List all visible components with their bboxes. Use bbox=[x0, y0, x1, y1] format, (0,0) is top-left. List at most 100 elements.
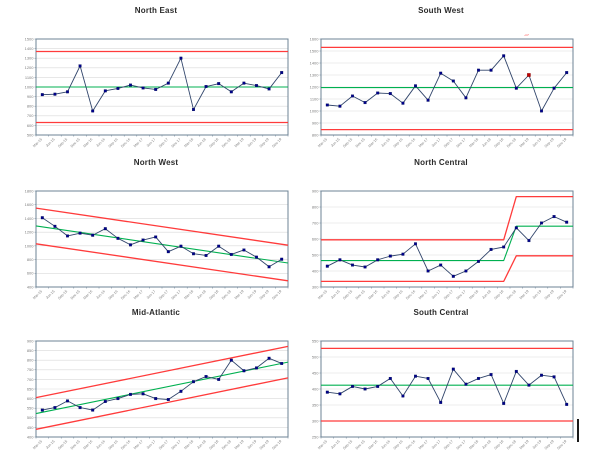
svg-text:Sep-17: Sep-17 bbox=[158, 137, 169, 148]
svg-text:Dec-15: Dec-15 bbox=[70, 439, 81, 450]
svg-text:Sep-18: Sep-18 bbox=[208, 439, 219, 450]
svg-text:1400: 1400 bbox=[25, 216, 35, 221]
svg-text:500: 500 bbox=[312, 252, 319, 257]
svg-text:Mar-19: Mar-19 bbox=[234, 439, 245, 450]
svg-text:Jun-15: Jun-15 bbox=[45, 439, 56, 450]
svg-text:600: 600 bbox=[27, 396, 34, 401]
chart-title: North West bbox=[133, 158, 179, 167]
svg-text:Jun-16: Jun-16 bbox=[380, 289, 391, 300]
svg-text:Dec-19: Dec-19 bbox=[556, 439, 567, 450]
svg-text:Mar-15: Mar-15 bbox=[32, 289, 43, 300]
chart-title: North Central bbox=[414, 158, 468, 167]
svg-text:Jun-19: Jun-19 bbox=[532, 137, 543, 148]
svg-text:Sep-16: Sep-16 bbox=[393, 137, 404, 148]
svg-text:Sep-17: Sep-17 bbox=[158, 289, 169, 300]
svg-text:Jun-15: Jun-15 bbox=[45, 137, 56, 148]
svg-text:Jun-17: Jun-17 bbox=[146, 137, 157, 148]
svg-text:350: 350 bbox=[312, 402, 319, 407]
svg-text:Sep-16: Sep-16 bbox=[108, 289, 119, 300]
svg-text:Sep-19: Sep-19 bbox=[259, 439, 270, 450]
svg-text:Sep-15: Sep-15 bbox=[342, 439, 353, 450]
svg-text:900: 900 bbox=[27, 338, 34, 343]
svg-text:Sep-16: Sep-16 bbox=[393, 439, 404, 450]
svg-text:Sep-16: Sep-16 bbox=[108, 137, 119, 148]
svg-text:Jun-19: Jun-19 bbox=[532, 439, 543, 450]
svg-text:1300: 1300 bbox=[310, 72, 320, 77]
svg-text:Dec-19: Dec-19 bbox=[271, 137, 282, 148]
svg-text:Dec-18: Dec-18 bbox=[221, 439, 232, 450]
svg-text:550: 550 bbox=[27, 406, 34, 411]
svg-text:Jun-18: Jun-18 bbox=[196, 439, 207, 450]
svg-text:1100: 1100 bbox=[310, 96, 319, 101]
svg-text:Mar-18: Mar-18 bbox=[183, 439, 194, 450]
svg-text:Jun-17: Jun-17 bbox=[431, 439, 442, 450]
svg-text:Mar-17: Mar-17 bbox=[418, 137, 429, 148]
svg-text:Dec-19: Dec-19 bbox=[271, 439, 282, 450]
svg-text:700: 700 bbox=[27, 377, 34, 382]
svg-text:Dec-19: Dec-19 bbox=[271, 289, 282, 300]
svg-text:Sep-17: Sep-17 bbox=[158, 439, 169, 450]
svg-text:Dec-16: Dec-16 bbox=[405, 439, 416, 450]
chart-south-central: South Central 250 300 350 400 450 500 550 Mar-1… bbox=[297, 308, 585, 457]
svg-text:Jun-18: Jun-18 bbox=[196, 137, 207, 148]
svg-text:Mar-19: Mar-19 bbox=[234, 137, 245, 148]
svg-text:Jun-16: Jun-16 bbox=[95, 289, 106, 300]
svg-text:Sep-19: Sep-19 bbox=[544, 289, 555, 300]
svg-text:650: 650 bbox=[27, 386, 34, 391]
svg-text:300: 300 bbox=[312, 418, 319, 423]
svg-text:800: 800 bbox=[27, 104, 34, 109]
svg-text:Sep-16: Sep-16 bbox=[393, 289, 404, 300]
text-cursor-bar bbox=[577, 419, 579, 442]
svg-text:1600: 1600 bbox=[310, 36, 320, 41]
svg-text:Jun-18: Jun-18 bbox=[196, 289, 207, 300]
svg-text:Dec-17: Dec-17 bbox=[171, 137, 182, 148]
svg-text:Jun-19: Jun-19 bbox=[247, 289, 258, 300]
svg-text:Jun-16: Jun-16 bbox=[380, 439, 391, 450]
svg-text:Jun-15: Jun-15 bbox=[330, 137, 341, 148]
svg-text:250: 250 bbox=[312, 434, 319, 439]
svg-text:Jun-15: Jun-15 bbox=[45, 289, 56, 300]
svg-text:Dec-17: Dec-17 bbox=[171, 439, 182, 450]
svg-text:Dec-18: Dec-18 bbox=[221, 137, 232, 148]
svg-text:400: 400 bbox=[312, 386, 319, 391]
svg-text:Mar-19: Mar-19 bbox=[519, 137, 530, 148]
svg-text:1000: 1000 bbox=[25, 243, 35, 248]
chart-title: North East bbox=[134, 6, 178, 15]
svg-text:Mar-17: Mar-17 bbox=[133, 137, 144, 148]
svg-text:Dec-18: Dec-18 bbox=[506, 289, 517, 300]
svg-text:Sep-15: Sep-15 bbox=[57, 439, 68, 450]
svg-text:800: 800 bbox=[27, 257, 34, 262]
svg-text:Jun-16: Jun-16 bbox=[95, 137, 106, 148]
svg-text:Dec-18: Dec-18 bbox=[506, 439, 517, 450]
svg-text:Mar-19: Mar-19 bbox=[234, 289, 245, 300]
svg-text:Mar-16: Mar-16 bbox=[368, 137, 379, 148]
plot-north-east: 500 600 700 800 900 1000 1100 1200 1300 1400 1500 M… bbox=[25, 36, 289, 148]
svg-text:Dec-16: Dec-16 bbox=[120, 439, 131, 450]
svg-text:Mar-16: Mar-16 bbox=[83, 289, 94, 300]
svg-text:Dec-18: Dec-18 bbox=[506, 137, 517, 148]
svg-text:400: 400 bbox=[27, 434, 34, 439]
svg-text:500: 500 bbox=[27, 132, 34, 137]
svg-text:Dec-19: Dec-19 bbox=[556, 137, 567, 148]
svg-text:1400: 1400 bbox=[25, 46, 35, 51]
svg-text:Mar-18: Mar-18 bbox=[468, 289, 479, 300]
svg-text:Sep-18: Sep-18 bbox=[208, 137, 219, 148]
svg-text:Mar-18: Mar-18 bbox=[183, 137, 194, 148]
chart-title: South West bbox=[418, 6, 464, 15]
svg-text:Jun-19: Jun-19 bbox=[247, 137, 258, 148]
svg-text:1600: 1600 bbox=[25, 202, 35, 207]
svg-text:750: 750 bbox=[27, 367, 34, 372]
svg-text:Jun-16: Jun-16 bbox=[380, 137, 391, 148]
svg-text:400: 400 bbox=[312, 268, 319, 273]
chart-south-west: South West 800 900 1000 1100 1200 1300 1400 150… bbox=[297, 6, 585, 155]
svg-text:700: 700 bbox=[27, 113, 34, 118]
plot-south-west: 800 900 1000 1100 1200 1300 1400 1500 1600 Mar-15… bbox=[310, 36, 574, 148]
chart-title: South Central bbox=[413, 308, 469, 317]
svg-text:450: 450 bbox=[312, 370, 319, 375]
svg-text:Jun-17: Jun-17 bbox=[146, 439, 157, 450]
chart-mid-atlantic: Mid-Atlantic 400 450 500 550 600 650 700 750 800… bbox=[12, 308, 300, 457]
svg-text:Jun-17: Jun-17 bbox=[431, 137, 442, 148]
chart-north-west: North West 400 600 800 1000 1200 1400 1600 1800… bbox=[12, 158, 300, 307]
